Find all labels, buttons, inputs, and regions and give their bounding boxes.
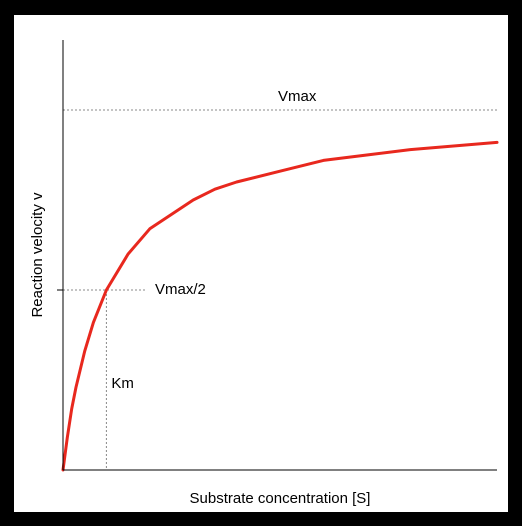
- km-label: Km: [111, 375, 133, 392]
- y-axis-label: Reaction velocity v: [29, 192, 46, 318]
- curve-layer: [61, 140, 499, 472]
- axes: [57, 40, 497, 471]
- vmax-half-label: Vmax/2: [155, 281, 206, 298]
- guide-lines: [63, 109, 497, 470]
- x-axis-label: Substrate concentration [S]: [190, 490, 371, 507]
- series-line-0: [61, 140, 499, 472]
- vmax-label: Vmax: [278, 88, 317, 105]
- chart-panel: [14, 15, 508, 512]
